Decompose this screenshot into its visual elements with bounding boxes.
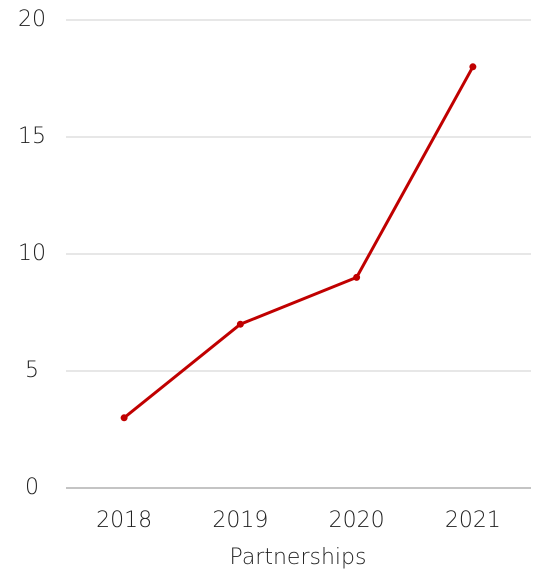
y-tick-label: 20 [18,7,46,32]
x-tick-label: 2021 [445,508,501,533]
y-tick-label: 15 [18,124,46,149]
x-tick-label: 2020 [329,508,385,533]
y-tick-label: 10 [18,241,46,266]
point [469,63,477,71]
point [236,320,244,328]
point [120,414,128,422]
point [353,273,361,281]
y-tick-label: 5 [25,358,39,383]
x-axis-label: Partnerships [230,545,367,570]
x-tick-label: 2018 [96,508,152,533]
y-tick-label: 0 [25,475,39,500]
x-tick-label: 2019 [212,508,268,533]
line [123,66,475,419]
